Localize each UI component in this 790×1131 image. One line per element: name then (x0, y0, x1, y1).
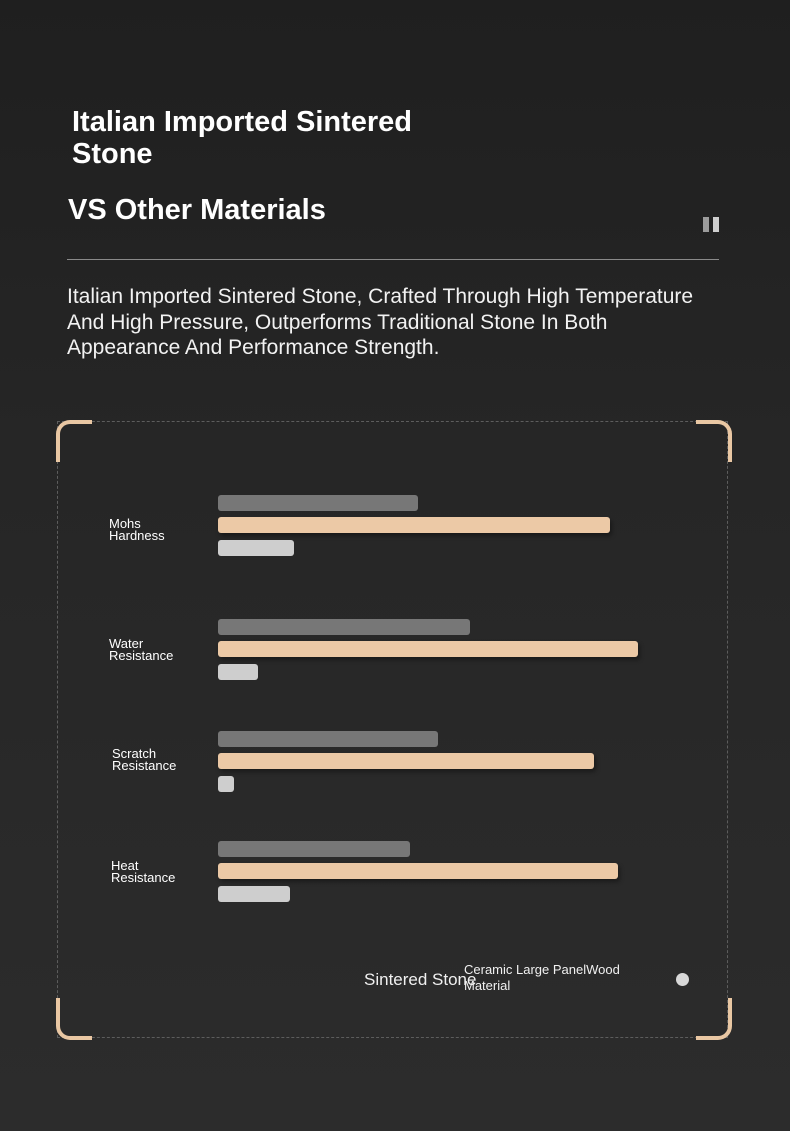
pause-icon[interactable] (703, 217, 721, 232)
bar-sintered (218, 863, 618, 879)
description-text: Italian Imported Sintered Stone, Crafted… (67, 285, 694, 359)
page-title: Italian Imported Sintered Stone (72, 106, 412, 170)
header-divider (67, 259, 719, 260)
bar-wood (218, 619, 470, 635)
bar-ceramic (218, 540, 294, 556)
bar-ceramic (218, 776, 234, 792)
category-label: Water Resistance (109, 636, 174, 663)
frame-corner-top-left (56, 420, 92, 462)
bar-sintered (218, 753, 594, 769)
bar-sintered (218, 641, 638, 657)
legend-sintered-stone: Sintered Stone (364, 970, 477, 989)
bar-wood (218, 495, 418, 511)
chart-panel (57, 421, 728, 1038)
frame-corner-top-right (696, 420, 732, 462)
page-subtitle: VS Other Materials (68, 194, 326, 226)
category-label: Mohs Hardness (109, 516, 165, 543)
bar-sintered (218, 517, 610, 533)
bar-ceramic (218, 664, 258, 680)
frame-corner-bottom-left (56, 998, 92, 1040)
bar-ceramic (218, 886, 290, 902)
category-label: Heat Resistance (111, 858, 176, 885)
frame-corner-bottom-right (696, 998, 732, 1040)
legend-dot[interactable] (676, 973, 689, 986)
category-label: Scratch Resistance (112, 746, 177, 773)
bar-wood (218, 841, 410, 857)
legend-ceramic-wood: Ceramic Large PanelWood Material (464, 962, 620, 993)
bar-wood (218, 731, 438, 747)
